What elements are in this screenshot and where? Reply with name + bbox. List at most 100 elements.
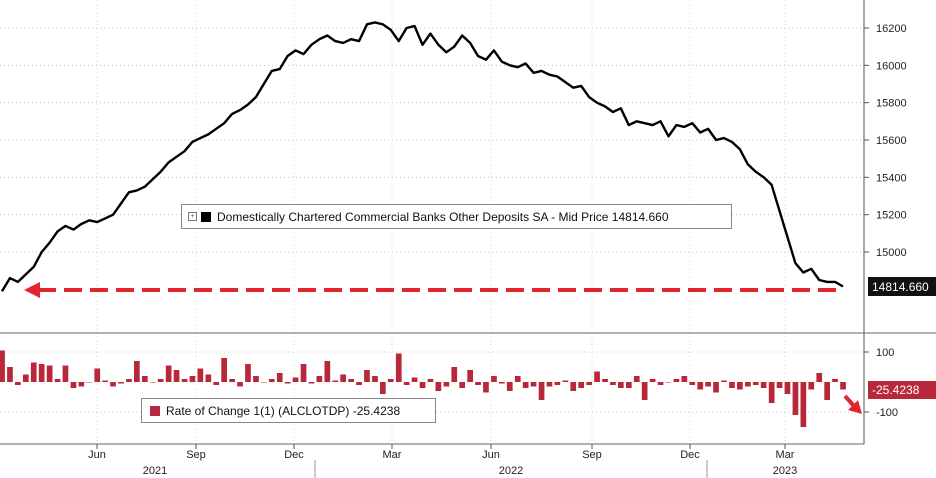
roc-bar <box>332 380 339 382</box>
roc-bar <box>705 382 711 387</box>
roc-bar <box>800 382 807 427</box>
roc-bar <box>300 364 307 382</box>
roc-bar <box>451 367 458 382</box>
roc-bar <box>578 382 584 388</box>
x-axis-ticks: Jun Sep Dec Mar Jun Sep Dec Mar 2021 2022 2023 <box>88 444 797 478</box>
y-tick-label: 16200 <box>876 23 907 35</box>
roc-bar <box>467 370 473 382</box>
roc-bar <box>586 382 592 385</box>
roc-bar <box>157 379 164 382</box>
roc-bar <box>435 382 442 391</box>
x-year-label: 2022 <box>499 465 523 477</box>
roc-bar <box>522 382 529 388</box>
roc-bar <box>633 376 640 382</box>
roc-bar <box>245 364 251 382</box>
top-panel-grid <box>0 0 864 444</box>
roc-bar <box>499 382 505 384</box>
roc-bar <box>221 358 227 382</box>
roc-bar <box>118 382 124 384</box>
last-roc-tag: -25.4238 <box>868 381 936 399</box>
roc-bar <box>411 377 418 382</box>
roc-bar <box>173 370 180 382</box>
roc-bar <box>626 382 632 388</box>
y-tick-label: 15400 <box>876 172 907 184</box>
roc-bar <box>808 382 815 390</box>
roc-bar <box>276 373 283 382</box>
roc-bar <box>316 376 323 382</box>
roc-bar <box>149 382 156 383</box>
y-tick-label: 15200 <box>876 210 907 222</box>
roc-bar <box>23 374 29 382</box>
roc-bar <box>237 382 243 387</box>
last-price-tag: 14814.660 <box>868 277 936 296</box>
roc-bar <box>419 382 426 388</box>
legend-swatch-black <box>201 211 211 222</box>
x-month-label: Sep <box>186 449 206 461</box>
x-year-label: 2023 <box>773 465 797 477</box>
roc-bar <box>126 379 132 382</box>
roc-bar <box>816 373 823 382</box>
roc-bar <box>110 382 116 387</box>
roc-bar <box>78 382 85 387</box>
red-pointer-arrow-shaft <box>843 394 856 408</box>
x-month-label: Mar <box>776 449 795 461</box>
expand-icon[interactable]: + <box>188 212 197 221</box>
roc-bar <box>784 382 791 394</box>
roc-bar <box>292 377 299 382</box>
roc-bar <box>443 382 450 387</box>
roc-bar <box>7 367 13 382</box>
top-y-axis-ticks: 15000 15200 15400 15600 15800 16000 16200 <box>864 23 907 259</box>
roc-bar <box>324 361 331 382</box>
roc-bar <box>142 376 148 382</box>
roc-bar <box>538 382 545 400</box>
roc-bar <box>213 382 220 385</box>
roc-bar <box>681 376 688 382</box>
roc-bar <box>792 382 799 415</box>
roc-bar <box>475 382 481 385</box>
roc-bar <box>721 380 727 382</box>
legend-top[interactable]: + Domestically Chartered Commercial Bank… <box>181 204 732 229</box>
roc-bar <box>546 382 553 387</box>
roc-bar <box>30 362 37 382</box>
roc-bar <box>181 379 188 382</box>
roc-bar <box>649 379 656 382</box>
roc-bar <box>483 382 489 393</box>
deposits-line <box>0 21 844 292</box>
roc-bar <box>308 382 315 384</box>
roc-bar <box>253 376 259 382</box>
legend-swatch-red <box>150 405 160 416</box>
roc-bar <box>657 382 664 385</box>
roc-bar <box>189 376 196 382</box>
y-tick-label: 15000 <box>876 247 907 259</box>
roc-bar <box>165 365 172 382</box>
roc-bar <box>689 382 696 385</box>
roc-bar <box>102 380 108 382</box>
roc-bar <box>395 353 402 382</box>
roc-bar <box>610 382 616 385</box>
x-year-label: 2021 <box>143 465 167 477</box>
roc-bar <box>713 382 719 393</box>
rate-of-change-bars <box>0 350 846 427</box>
y-tick-label: -100 <box>876 407 898 419</box>
roc-bar <box>46 365 53 382</box>
roc-bar <box>554 382 561 385</box>
roc-bar <box>261 382 267 383</box>
roc-bar <box>618 382 624 388</box>
roc-bar <box>514 376 521 382</box>
y-tick-label: 100 <box>876 347 894 359</box>
dashed-level-arrow-head <box>24 282 40 298</box>
roc-bar <box>427 379 434 382</box>
roc-bar <box>760 382 767 388</box>
roc-bar <box>364 370 370 382</box>
roc-bar <box>673 379 680 382</box>
red-pointer-arrow-head <box>848 400 862 414</box>
y-tick-label: 15600 <box>876 135 907 147</box>
roc-bar <box>737 382 743 390</box>
legend-bottom[interactable]: Rate of Change 1(1) (ALCLOTDP) -25.4238 <box>141 398 436 423</box>
roc-bar <box>0 350 5 382</box>
roc-bar <box>356 382 362 385</box>
legend-top-label: Domestically Chartered Commercial Banks … <box>217 209 669 224</box>
roc-bar <box>832 379 838 382</box>
roc-bar <box>229 379 235 382</box>
